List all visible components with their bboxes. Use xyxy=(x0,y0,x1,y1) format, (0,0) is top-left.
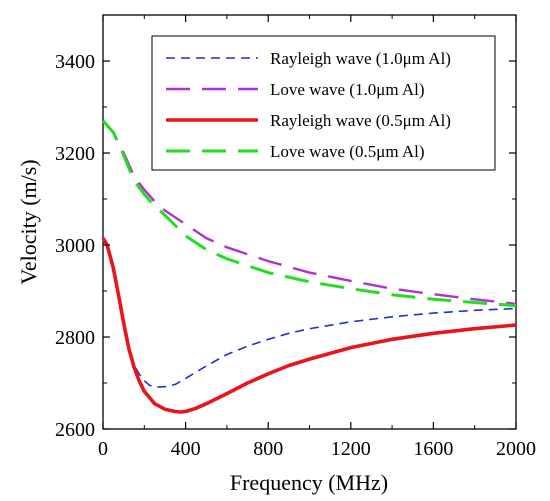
series-line-3 xyxy=(101,237,517,414)
y-tick-label: 2800 xyxy=(55,327,95,349)
series-line-4 xyxy=(101,119,517,308)
y-axis-title: Velocity (m/s) xyxy=(16,159,41,284)
x-tick-label: 0 xyxy=(98,438,108,460)
legend: Rayleigh wave (1.0μm Al) Love wave (1.0μm… xyxy=(151,35,496,171)
y-tick-label: 2600 xyxy=(55,419,95,441)
x-tick-label: 1600 xyxy=(413,438,453,460)
x-tick-label: 800 xyxy=(253,438,283,460)
legend-label-1: Rayleigh wave (1.0μm Al) xyxy=(270,49,451,68)
y-tick-label: 3400 xyxy=(55,51,95,73)
y-tick-label: 3200 xyxy=(55,143,95,165)
legend-box xyxy=(151,35,496,171)
x-tick-label: 400 xyxy=(171,438,201,460)
legend-label-3: Rayleigh wave (0.5μm Al) xyxy=(270,111,451,130)
x-tick-label: 1200 xyxy=(331,438,371,460)
ticks-layer: 0 400 800 1200 1600 2000 2600 2800 3000 3200 3400 xyxy=(55,15,536,460)
x-tick-label: 2000 xyxy=(496,438,536,460)
legend-label-4: Love wave (0.5μm Al) xyxy=(270,142,425,161)
x-axis-title: Frequency (MHz) xyxy=(230,470,388,495)
legend-label-2: Love wave (1.0μm Al) xyxy=(270,80,425,99)
y-tick-label: 3000 xyxy=(55,235,95,257)
series-layer xyxy=(101,119,517,414)
